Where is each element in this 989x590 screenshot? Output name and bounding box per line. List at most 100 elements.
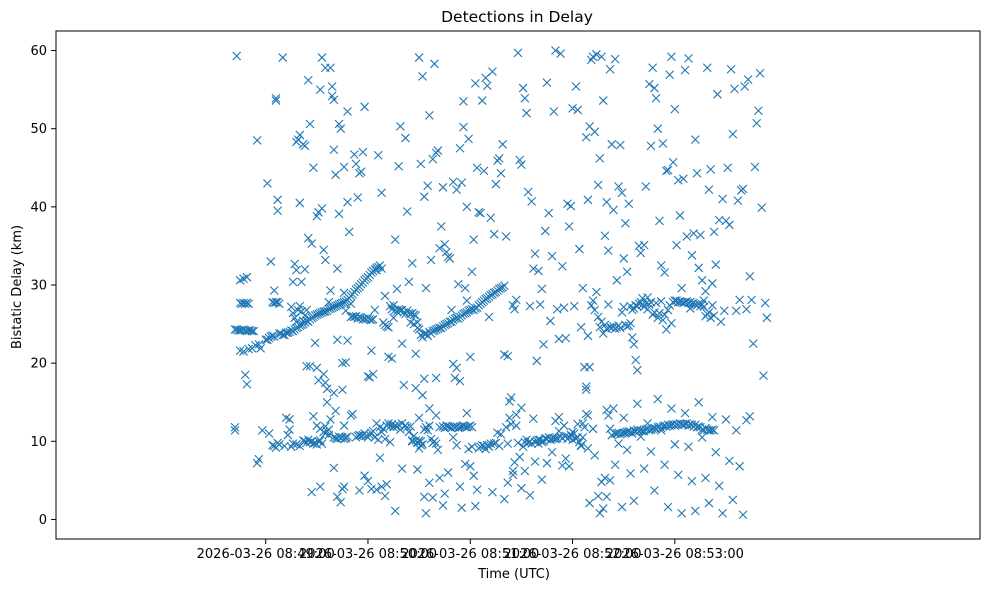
data-point: [438, 182, 448, 192]
data-point: [445, 254, 455, 263]
data-point: [687, 299, 697, 309]
data-point: [581, 385, 591, 395]
data-point: [551, 416, 560, 426]
data-point: [641, 299, 651, 309]
data-point: [583, 411, 593, 420]
data-point: [632, 399, 642, 409]
data-point: [269, 332, 279, 341]
data-point: [368, 426, 378, 436]
data-point: [334, 119, 344, 129]
data-point: [341, 306, 351, 316]
data-point: [643, 418, 652, 428]
data-point: [470, 501, 480, 511]
data-point: [382, 322, 392, 331]
data-point: [651, 298, 661, 308]
data-point: [578, 283, 588, 293]
data-point: [416, 159, 426, 169]
data-point: [426, 255, 436, 265]
data-point: [442, 247, 451, 257]
data-point: [351, 159, 361, 169]
data-point: [762, 313, 772, 323]
data-point: [433, 146, 443, 155]
data-point: [450, 314, 460, 323]
data-point: [670, 104, 680, 114]
data-point: [574, 244, 584, 254]
data-point: [404, 277, 414, 287]
data-point: [397, 464, 407, 474]
data-point: [617, 188, 627, 198]
data-point: [327, 82, 337, 91]
data-point: [511, 410, 521, 420]
data-point: [511, 295, 521, 305]
data-point: [559, 303, 569, 313]
data-point: [588, 296, 598, 306]
data-point: [759, 371, 768, 381]
data-point: [619, 413, 629, 423]
data-point: [622, 445, 632, 455]
data-point: [716, 317, 726, 327]
data-point: [677, 508, 687, 518]
data-point: [581, 132, 591, 142]
data-point: [283, 430, 293, 440]
data-point: [268, 331, 277, 341]
data-point: [513, 48, 523, 58]
data-point: [605, 322, 615, 332]
data-point: [530, 249, 540, 259]
data-point: [639, 464, 649, 474]
data-point: [537, 475, 547, 484]
data-point: [286, 302, 296, 312]
data-point: [336, 497, 346, 507]
data-point: [583, 443, 593, 453]
data-point: [300, 311, 310, 320]
data-point: [423, 181, 433, 191]
data-point: [706, 164, 716, 174]
chart-title: Detections in Delay: [441, 8, 593, 26]
data-point: [518, 442, 528, 452]
data-point: [667, 318, 676, 328]
data-point: [503, 478, 513, 488]
data-point: [747, 295, 756, 305]
data-point: [709, 425, 719, 435]
data-point: [707, 425, 717, 434]
data-point: [503, 439, 513, 449]
data-point: [309, 163, 318, 173]
data-point: [508, 466, 518, 476]
data-point: [465, 305, 475, 315]
data-point: [452, 363, 462, 373]
data-point: [418, 390, 427, 400]
data-point: [701, 286, 710, 296]
data-point: [377, 482, 387, 492]
data-point: [685, 304, 695, 313]
data-point: [353, 193, 363, 202]
data-point: [603, 300, 613, 309]
data-point: [511, 421, 521, 431]
data-point: [670, 440, 680, 449]
data-point: [566, 201, 576, 211]
data-point: [745, 411, 755, 421]
data-point: [309, 439, 318, 449]
data-point: [297, 277, 306, 287]
data-point: [254, 454, 264, 464]
data-point: [314, 375, 323, 385]
data-point: [660, 268, 670, 277]
data-point: [643, 293, 652, 302]
data-point: [251, 340, 260, 350]
data-point: [423, 425, 433, 435]
data-point: [573, 105, 583, 115]
data-point: [619, 254, 629, 263]
data-point: [610, 54, 620, 64]
data-point: [395, 425, 405, 434]
data-point: [464, 134, 473, 144]
data-point: [718, 194, 727, 204]
data-point: [646, 447, 656, 456]
data-point: [639, 240, 649, 250]
data-point: [385, 437, 395, 447]
data-point: [302, 361, 311, 371]
data-point: [496, 168, 506, 178]
data-point: [592, 50, 601, 59]
points-layer: [230, 46, 772, 520]
data-point: [459, 421, 468, 431]
data-point: [363, 476, 373, 486]
data-point: [448, 433, 458, 442]
data-point: [368, 314, 378, 324]
